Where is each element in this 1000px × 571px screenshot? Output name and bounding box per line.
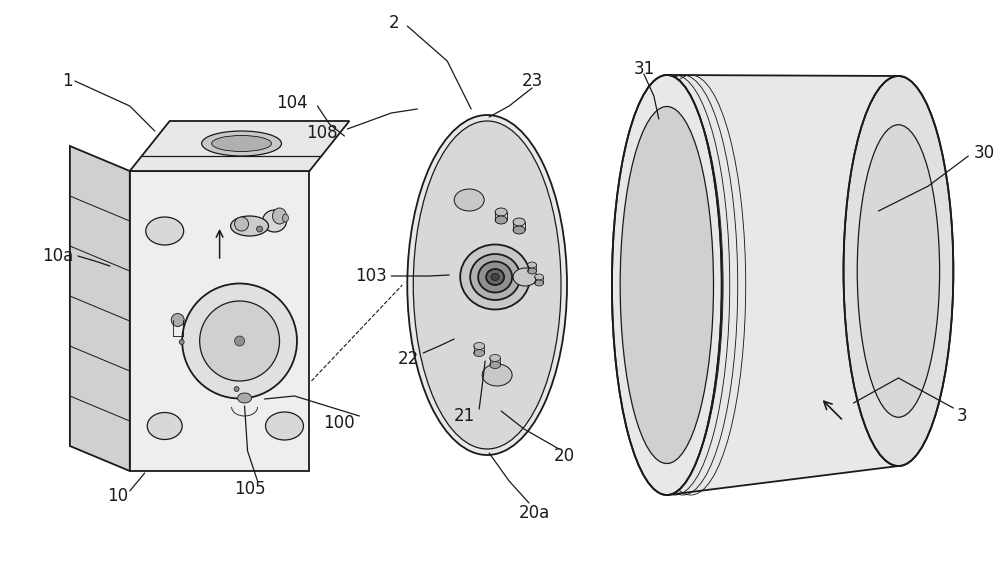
Ellipse shape: [622, 100, 718, 470]
Polygon shape: [130, 121, 349, 171]
Ellipse shape: [513, 226, 525, 234]
Text: 10a: 10a: [42, 247, 73, 265]
Ellipse shape: [617, 81, 723, 489]
Ellipse shape: [535, 274, 544, 280]
Polygon shape: [70, 146, 130, 471]
Ellipse shape: [495, 208, 507, 216]
Ellipse shape: [266, 412, 303, 440]
Text: 3: 3: [956, 407, 967, 425]
Text: 20: 20: [553, 447, 575, 465]
Ellipse shape: [147, 412, 182, 440]
Ellipse shape: [482, 364, 512, 386]
Polygon shape: [667, 75, 953, 495]
Text: 2: 2: [389, 14, 400, 32]
Ellipse shape: [200, 301, 280, 381]
Ellipse shape: [146, 217, 184, 245]
Text: 108: 108: [306, 124, 337, 142]
Ellipse shape: [470, 254, 520, 300]
Ellipse shape: [212, 135, 272, 151]
Ellipse shape: [454, 189, 484, 211]
Text: 20a: 20a: [518, 504, 550, 522]
Ellipse shape: [513, 268, 537, 286]
Ellipse shape: [535, 280, 544, 286]
Text: 30: 30: [973, 144, 994, 162]
Ellipse shape: [171, 313, 184, 327]
Ellipse shape: [273, 208, 286, 224]
Ellipse shape: [182, 283, 297, 399]
Ellipse shape: [231, 216, 269, 236]
Ellipse shape: [413, 121, 561, 449]
Text: 31: 31: [634, 60, 655, 78]
Ellipse shape: [491, 274, 499, 280]
Ellipse shape: [283, 214, 288, 222]
Ellipse shape: [486, 269, 504, 285]
Ellipse shape: [234, 387, 239, 392]
Text: 100: 100: [323, 414, 354, 432]
Ellipse shape: [612, 75, 722, 495]
Ellipse shape: [490, 361, 501, 368]
Ellipse shape: [844, 76, 953, 466]
Ellipse shape: [618, 87, 721, 482]
Text: 103: 103: [356, 267, 387, 285]
Ellipse shape: [478, 262, 512, 292]
Ellipse shape: [495, 216, 507, 224]
Text: 23: 23: [521, 72, 543, 90]
Text: 10: 10: [107, 487, 128, 505]
Text: 21: 21: [454, 407, 475, 425]
Text: 22: 22: [398, 350, 419, 368]
Ellipse shape: [513, 218, 525, 226]
Ellipse shape: [474, 349, 485, 356]
Ellipse shape: [235, 217, 249, 231]
Ellipse shape: [257, 226, 263, 232]
Ellipse shape: [235, 336, 245, 346]
Text: 105: 105: [234, 480, 265, 498]
Ellipse shape: [474, 343, 485, 349]
Ellipse shape: [202, 131, 282, 156]
Ellipse shape: [407, 115, 567, 455]
Polygon shape: [130, 171, 309, 471]
Text: 104: 104: [276, 94, 307, 112]
Ellipse shape: [528, 262, 537, 268]
Ellipse shape: [857, 124, 940, 417]
Ellipse shape: [238, 393, 252, 403]
Ellipse shape: [490, 355, 501, 361]
Ellipse shape: [263, 210, 286, 232]
Text: 1: 1: [62, 72, 73, 90]
Ellipse shape: [179, 340, 184, 344]
Ellipse shape: [620, 107, 713, 464]
Ellipse shape: [460, 244, 530, 309]
Ellipse shape: [528, 268, 537, 274]
